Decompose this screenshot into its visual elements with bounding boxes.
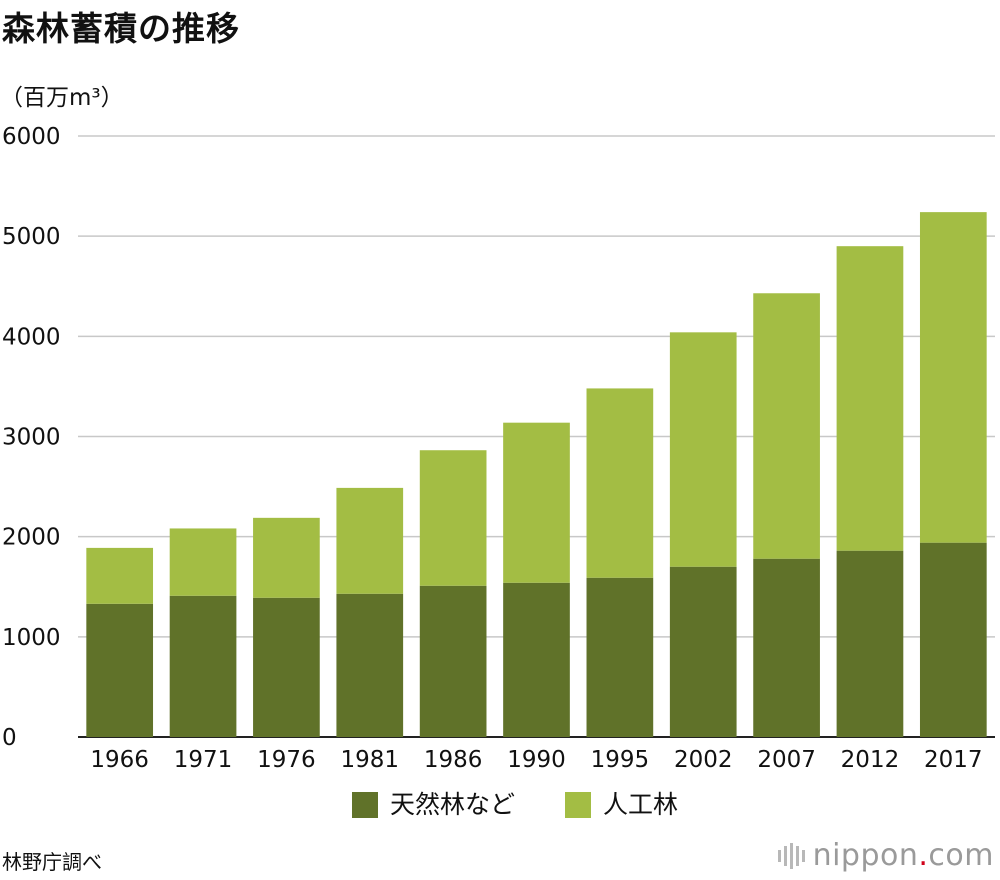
y-tick-label: 2000 bbox=[2, 525, 61, 551]
bar-natural-forest bbox=[503, 582, 570, 737]
y-tick-label: 0 bbox=[2, 725, 17, 751]
bars-logo-icon bbox=[777, 842, 805, 869]
brand-logo: nippon.com bbox=[777, 838, 994, 873]
brand-wordmark: nippon.com bbox=[813, 838, 994, 873]
bar-natural-forest bbox=[336, 593, 404, 737]
bar-planted-forest bbox=[669, 332, 737, 567]
y-axis-unit-label: （百万m³） bbox=[0, 85, 124, 111]
source-note: 林野庁調べ bbox=[2, 850, 102, 874]
brand-tld: com bbox=[928, 838, 994, 873]
bar-natural-forest bbox=[919, 542, 987, 737]
chart-title: 森林蓄積の推移 bbox=[2, 9, 240, 48]
legend-swatch bbox=[565, 792, 591, 818]
x-tick-label: 1976 bbox=[257, 747, 316, 773]
bar-natural-forest bbox=[419, 585, 487, 737]
brand-name: nippon bbox=[812, 838, 919, 873]
bar-planted-forest bbox=[169, 528, 237, 596]
x-tick-label: 2007 bbox=[757, 747, 816, 773]
bar-natural-forest bbox=[586, 577, 654, 737]
bar-planted-forest bbox=[503, 422, 570, 583]
bar-planted-forest bbox=[419, 450, 487, 586]
legend-label: 人工林 bbox=[603, 790, 678, 819]
bar-planted-forest bbox=[919, 212, 987, 543]
x-tick-label: 1990 bbox=[507, 747, 566, 773]
bar-planted-forest bbox=[586, 388, 654, 578]
y-tick-label: 3000 bbox=[2, 425, 61, 451]
x-tick-label: 2002 bbox=[674, 747, 733, 773]
bar-planted-forest bbox=[336, 487, 404, 594]
bar-planted-forest bbox=[253, 517, 320, 598]
y-tick-label: 5000 bbox=[2, 224, 61, 250]
y-tick-label: 6000 bbox=[2, 124, 61, 150]
legend-label: 天然林など bbox=[390, 790, 515, 819]
y-tick-label: 4000 bbox=[2, 324, 61, 350]
y-tick-label: 1000 bbox=[2, 625, 61, 651]
bar-planted-forest bbox=[753, 293, 820, 559]
x-tick-label: 1995 bbox=[591, 747, 650, 773]
x-tick-label: 1966 bbox=[90, 747, 149, 773]
y-axis-ticks: 0 1000 2000 3000 4000 5000 6000 bbox=[2, 124, 61, 751]
x-tick-label: 2012 bbox=[841, 747, 900, 773]
brand-dot: . bbox=[918, 838, 929, 873]
bars bbox=[86, 212, 987, 737]
x-tick-label: 1986 bbox=[424, 747, 483, 773]
bar-natural-forest bbox=[836, 550, 904, 737]
x-axis-ticks: 1966 1971 1976 1981 1986 1990 1995 2002 2007 2012… bbox=[90, 747, 982, 773]
bar-natural-forest bbox=[253, 597, 320, 737]
x-tick-label: 1981 bbox=[340, 747, 399, 773]
bar-natural-forest bbox=[86, 603, 154, 737]
bar-planted-forest bbox=[86, 547, 154, 604]
bar-natural-forest bbox=[669, 566, 737, 737]
bar-natural-forest bbox=[169, 595, 237, 737]
x-tick-label: 2017 bbox=[924, 747, 983, 773]
bar-planted-forest bbox=[836, 246, 904, 551]
legend: 天然林など 人工林 bbox=[352, 790, 678, 819]
x-tick-label: 1971 bbox=[174, 747, 233, 773]
bar-natural-forest bbox=[753, 558, 820, 737]
legend-swatch bbox=[352, 792, 378, 818]
